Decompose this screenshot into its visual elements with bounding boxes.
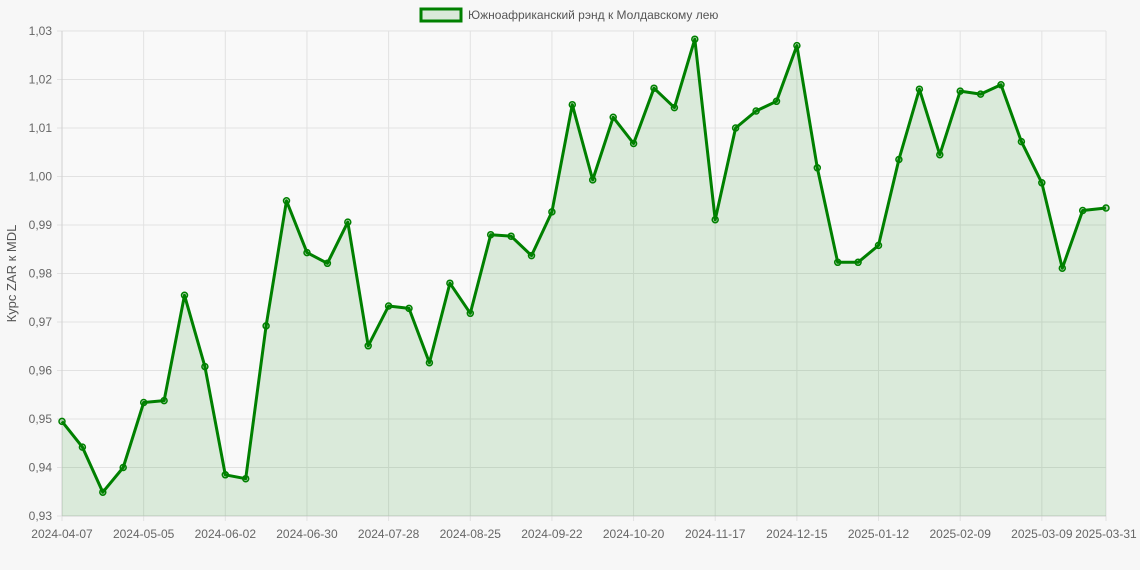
data-point[interactable] <box>119 463 127 472</box>
data-point[interactable] <box>507 232 515 240</box>
y-axis: 0,93 0,94 0,95 0,96 0,97 0,98 0,99 1,00 1,01 1,02… <box>29 24 53 523</box>
data-point[interactable] <box>221 471 230 479</box>
y-tick-label: 0,96 <box>29 364 53 378</box>
data-point[interactable] <box>527 251 536 260</box>
data-point[interactable] <box>405 304 413 313</box>
y-tick-label: 0,99 <box>29 218 53 232</box>
grid <box>57 30 1107 521</box>
data-point[interactable] <box>384 302 393 310</box>
data-point[interactable] <box>588 176 597 184</box>
data-point[interactable] <box>99 488 107 496</box>
y-tick-label: 1,01 <box>29 121 53 135</box>
y-tick-label: 1,00 <box>29 170 53 184</box>
legend-label[interactable]: Южноафриканский рэнд к Молдавскому лею <box>468 8 718 22</box>
data-point[interactable] <box>1102 204 1110 212</box>
data-point[interactable] <box>241 474 250 483</box>
data-point[interactable] <box>711 215 719 224</box>
data-point[interactable] <box>609 113 617 122</box>
data-point[interactable] <box>446 279 454 287</box>
x-tick-label: 2024-12-15 <box>766 527 828 541</box>
data-point[interactable] <box>466 309 475 318</box>
data-point[interactable] <box>629 139 638 148</box>
data-point[interactable] <box>344 218 352 226</box>
data-point[interactable] <box>282 197 291 205</box>
data-point[interactable] <box>303 248 311 257</box>
data-point[interactable] <box>813 164 822 172</box>
data-point[interactable] <box>160 396 168 405</box>
x-tick-label: 2025-01-12 <box>848 527 910 541</box>
x-tick-label: 2024-11-17 <box>685 527 746 541</box>
data-point[interactable] <box>731 124 740 132</box>
series-area <box>62 39 1106 516</box>
data-point[interactable] <box>1017 137 1026 146</box>
y-tick-label: 0,97 <box>29 315 53 329</box>
y-tick-label: 1,02 <box>29 73 53 87</box>
x-tick-label: 2024-06-30 <box>276 527 338 541</box>
data-point[interactable] <box>1058 264 1067 272</box>
points-layer <box>58 35 1110 496</box>
x-axis: 2024-04-07 2024-05-05 2024-06-02 2024-06-30… <box>31 527 1137 541</box>
x-tick-label: 2024-07-28 <box>358 527 420 541</box>
data-point[interactable] <box>180 291 189 300</box>
data-point[interactable] <box>895 155 903 164</box>
data-point[interactable] <box>139 398 148 407</box>
data-point[interactable] <box>486 230 495 239</box>
data-point[interactable] <box>691 35 699 43</box>
data-point[interactable] <box>323 259 332 268</box>
data-point[interactable] <box>425 358 434 367</box>
data-point[interactable] <box>772 97 781 106</box>
data-point[interactable] <box>956 87 964 95</box>
y-tick-label: 0,98 <box>29 267 53 281</box>
x-tick-label: 2025-03-09 <box>1011 527 1073 541</box>
x-tick-label: 2025-02-09 <box>929 527 991 541</box>
x-tick-label: 2024-06-02 <box>195 527 257 541</box>
data-point[interactable] <box>793 41 801 50</box>
data-point[interactable] <box>201 362 209 371</box>
data-point[interactable] <box>976 90 985 98</box>
data-point[interactable] <box>1078 206 1087 215</box>
data-point[interactable] <box>874 241 883 250</box>
x-tick-label: 2024-08-25 <box>440 527 502 541</box>
y-tick-label: 0,94 <box>29 461 53 475</box>
x-tick-label: 2024-05-05 <box>113 527 175 541</box>
data-point[interactable] <box>936 150 944 159</box>
data-point[interactable] <box>78 443 87 451</box>
data-point[interactable] <box>364 342 372 350</box>
data-point[interactable] <box>670 103 679 112</box>
y-axis-title: Курс ZAR к MDL <box>4 225 19 323</box>
data-point[interactable] <box>58 417 66 426</box>
y-tick-label: 1,03 <box>29 24 53 38</box>
series-line <box>60 37 1107 494</box>
data-point[interactable] <box>1038 179 1046 187</box>
legend-swatch[interactable] <box>419 7 463 23</box>
data-point[interactable] <box>262 322 270 330</box>
x-tick-label: 2024-10-20 <box>603 527 665 541</box>
line-layer <box>60 37 1107 494</box>
data-point[interactable] <box>915 85 924 93</box>
area-layer <box>62 39 1106 516</box>
data-point[interactable] <box>650 84 658 92</box>
legend[interactable]: Южноафриканский рэнд к Молдавскому лею <box>419 7 718 23</box>
data-point[interactable] <box>548 208 556 216</box>
y-tick-label: 0,95 <box>29 412 53 426</box>
y-tick-label: 0,93 <box>29 509 53 523</box>
x-tick-label: 2024-04-07 <box>31 527 93 541</box>
x-tick-label: 2025-03-31 <box>1075 527 1137 541</box>
x-tick-label: 2024-09-22 <box>521 527 583 541</box>
data-point[interactable] <box>833 258 842 267</box>
data-point[interactable] <box>997 81 1005 89</box>
data-point[interactable] <box>854 258 862 267</box>
data-point[interactable] <box>752 107 760 115</box>
data-point[interactable] <box>568 100 577 109</box>
